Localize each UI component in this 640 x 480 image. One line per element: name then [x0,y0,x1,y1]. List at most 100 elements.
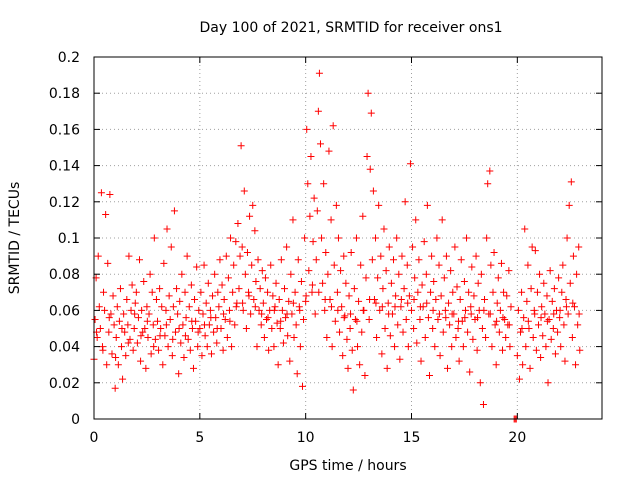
data-point [448,310,456,318]
data-point [369,187,377,195]
data-point [268,325,276,332]
data-point [110,321,118,329]
data-point [120,310,128,318]
data-point [124,339,132,347]
data-point [224,274,232,282]
data-point [298,382,306,390]
data-point [234,220,242,228]
data-point [170,207,178,215]
data-point [194,343,202,351]
data-point [422,270,430,278]
data-point [188,325,196,332]
data-point [484,180,492,188]
data-point [283,243,291,251]
data-point [461,314,469,322]
data-point [306,212,314,220]
data-point [331,317,339,325]
data-point [274,361,282,369]
data-point [142,364,150,372]
data-point [567,178,575,186]
data-point [559,261,567,269]
data-point [383,364,391,372]
data-point [156,285,164,293]
data-point [285,297,293,305]
data-point [158,303,166,311]
data-point [459,343,467,351]
data-point [520,314,528,322]
data-point [427,288,435,296]
data-point [124,321,132,329]
data-point [416,303,424,311]
data-point [321,306,329,314]
data-point [430,277,438,285]
data-point [535,321,542,329]
data-point [270,343,278,351]
data-point [157,325,165,332]
data-point [96,325,104,332]
data-point [248,261,256,269]
data-point [127,306,135,314]
data-point [187,281,195,289]
data-point [345,292,353,300]
data-point [359,212,367,220]
data-point [302,292,310,300]
data-point [366,165,374,173]
data-point [353,317,361,325]
data-point [220,310,228,318]
data-point [386,332,394,340]
data-point [411,274,419,282]
data-point [533,288,541,296]
data-point [272,279,280,287]
data-point [106,191,114,199]
data-point [347,310,355,318]
data-point [291,288,299,296]
data-point [522,343,530,351]
data-point [372,299,380,307]
data-point [312,256,320,264]
data-point [482,334,490,342]
data-point [474,314,482,322]
data-point [143,317,151,325]
data-point [474,279,482,287]
y-tick-label: 0.1 [58,231,80,247]
data-point [294,256,302,264]
data-point [467,310,475,318]
data-point [363,153,371,161]
data-point [229,288,237,296]
data-point [469,335,477,343]
data-point [321,296,329,304]
data-point [225,306,233,314]
data-point [210,328,218,336]
data-point [428,252,436,260]
data-point [193,263,201,271]
data-point [451,243,459,251]
y-tick-label: 0.16 [49,122,80,138]
data-point [181,288,189,296]
data-point [400,285,408,293]
data-point [341,312,349,320]
data-point [548,297,556,305]
data-point [207,350,215,358]
data-point [246,212,254,220]
data-point [448,343,456,351]
data-point [163,225,171,233]
data-point [130,325,138,332]
data-point [368,256,376,264]
data-point [215,303,223,311]
data-point [183,252,191,260]
data-point [216,256,224,264]
data-point [481,296,489,304]
data-point [442,252,450,260]
data-point [415,256,423,264]
data-point [517,328,525,336]
data-point [417,357,425,365]
data-point [433,234,441,242]
data-point [505,321,513,329]
data-point [454,317,462,325]
data-point [197,288,205,296]
data-point [493,317,501,325]
data-point [267,261,275,269]
data-point [191,296,199,304]
data-point [329,122,337,130]
y-axis-title: SRMTID / TECUs [7,182,23,295]
